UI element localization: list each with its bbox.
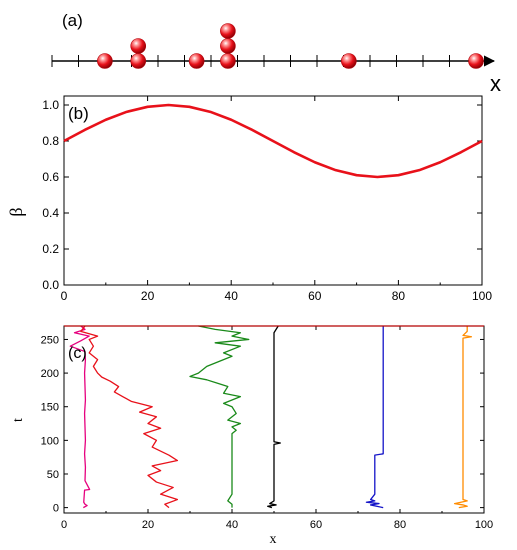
panel-a-label: (a) (62, 11, 83, 30)
x-tick-label: 80 (392, 289, 406, 303)
x-tick-label: 20 (141, 289, 155, 303)
x-tick-label: 40 (226, 519, 238, 531)
particle (220, 38, 236, 54)
y-tick-label: 250 (41, 334, 59, 346)
panel-b-label: (b) (68, 104, 89, 123)
panel-c: 0 20 40 60 80 100 0 50 100 150 200 250 (c) t x (11, 325, 493, 547)
particle (220, 53, 236, 69)
x-tick-label: 20 (142, 519, 154, 531)
panel-c-label: (c) (68, 345, 87, 362)
x-tick-label: 60 (308, 289, 322, 303)
x-tick-label: 0 (61, 289, 68, 303)
panel-b: 0 20 40 60 80 100 0.0 0.2 0.4 0.6 0.8 1.0 (b) β (6, 95, 492, 303)
panel-c-ticks: 0 20 40 60 80 100 0 50 100 150 200 250 (41, 326, 493, 531)
beta-curve (63, 103, 483, 179)
particle (130, 38, 147, 54)
x-tick-label: 0 (61, 519, 67, 531)
y-tick-label: 0.2 (42, 242, 59, 256)
y-tick-label: 0.8 (42, 134, 59, 148)
x-tick-label: 100 (472, 289, 492, 303)
x-tick-label: 80 (394, 519, 406, 531)
particle (130, 53, 147, 69)
panel-c-plot (69, 325, 473, 509)
panel-c-ylabel: t (11, 418, 26, 422)
trajectory-line (189, 325, 250, 508)
x-tick-label: 100 (475, 519, 493, 531)
trajectory-line (365, 326, 384, 509)
particle (341, 53, 357, 69)
panel-b-ticks: 0 20 40 60 80 100 0.0 0.2 0.4 0.6 0.8 1.0 (42, 96, 492, 303)
particle (468, 53, 484, 69)
y-tick-label: 150 (41, 402, 59, 414)
y-tick-label: 0.0 (42, 278, 59, 292)
y-tick-label: 50 (47, 469, 59, 481)
panel-a: (a) x (51, 11, 501, 96)
panel-a-particles (97, 23, 484, 69)
trajectory-line (69, 325, 91, 509)
y-tick-label: 0.6 (42, 170, 59, 184)
particle (97, 53, 113, 69)
particle (188, 53, 205, 69)
y-tick-label: 0.4 (42, 206, 59, 220)
trajectory-line (453, 326, 473, 509)
panel-c-xlabel: x (270, 532, 277, 547)
x-tick-label: 40 (225, 289, 239, 303)
y-tick-label: 100 (41, 435, 59, 447)
y-tick-label: 1.0 (42, 98, 59, 112)
particle (220, 23, 236, 39)
trajectory-line (80, 325, 179, 509)
y-tick-label: 200 (41, 368, 59, 380)
panel-b-ylabel: β (6, 207, 26, 216)
panel-b-frame (63, 95, 483, 286)
panel-b-plot (63, 103, 483, 179)
trajectory-line (267, 325, 281, 509)
x-tick-label: 60 (310, 519, 322, 531)
y-tick-label: 0 (53, 503, 59, 515)
panel-a-xlabel: x (490, 71, 501, 96)
